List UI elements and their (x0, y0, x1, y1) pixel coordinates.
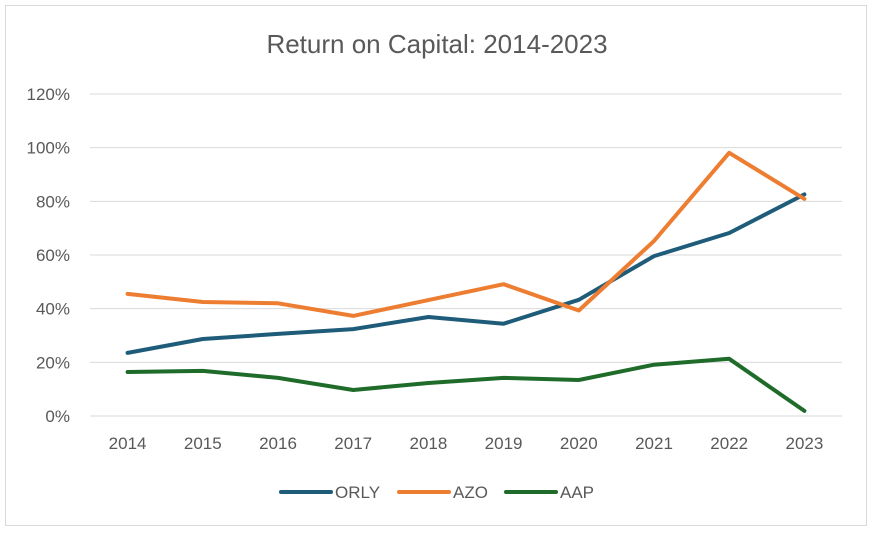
x-tick-label: 2019 (485, 434, 523, 453)
gridlines (90, 93, 842, 417)
x-tick-label: 2016 (259, 434, 297, 453)
x-tick-label: 2018 (409, 434, 447, 453)
legend-label: AZO (453, 483, 488, 502)
legend-label: ORLY (335, 483, 380, 502)
chart-frame (5, 5, 867, 526)
series-line-aap (125, 356, 807, 413)
x-tick-label: 2015 (184, 434, 222, 453)
x-tick-label: 2021 (635, 434, 673, 453)
y-tick-label: 0% (45, 407, 70, 426)
x-tick-label: 2023 (785, 434, 823, 453)
legend: ORLY AZO AAP (279, 483, 594, 502)
series-line-azo (125, 150, 807, 318)
y-tick-label: 40% (36, 300, 70, 319)
x-axis-tick-labels: 2014 2015 2016 2017 2018 2019 2020 2021 2022 2023 (109, 434, 824, 453)
y-tick-label: 80% (36, 192, 70, 211)
x-tick-label: 2022 (710, 434, 748, 453)
chart-title: Return on Capital: 2014-2023 (266, 29, 607, 59)
legend-label: AAP (560, 483, 594, 502)
x-tick-label: 2020 (560, 434, 598, 453)
y-tick-label: 100% (27, 139, 70, 158)
y-tick-label: 20% (36, 353, 70, 372)
x-tick-label: 2014 (109, 434, 147, 453)
series-lines (125, 150, 807, 413)
x-tick-label: 2017 (334, 434, 372, 453)
y-tick-label: 120% (27, 85, 70, 104)
y-tick-label: 60% (36, 246, 70, 265)
series-line-orly (125, 192, 807, 355)
y-axis-tick-labels: 0% 20% 40% 60% 80% 100% 120% (27, 85, 70, 426)
